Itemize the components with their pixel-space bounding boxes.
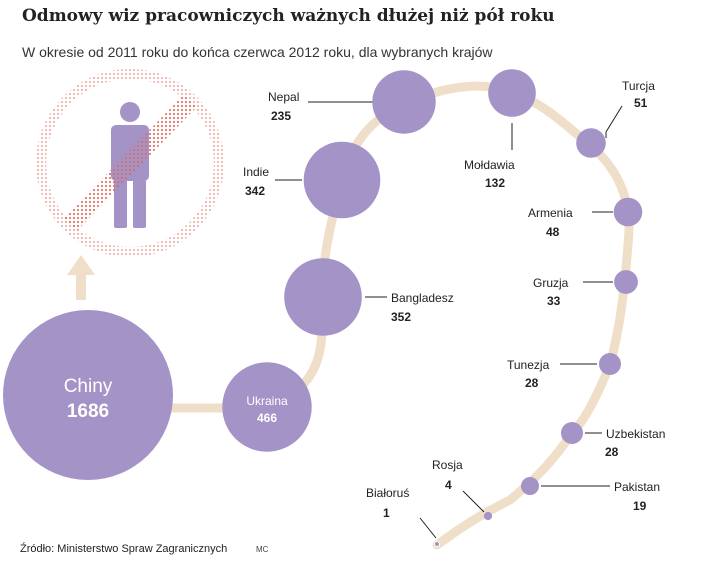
bubble-bialorus [434, 541, 440, 547]
value-armenia: 48 [546, 225, 560, 239]
value-nepal: 235 [271, 109, 291, 123]
chart-title: Odmowy wiz pracowniczych ważnych dłużej … [22, 6, 555, 26]
value-bialorus: 1 [383, 506, 390, 520]
value-chiny: 1686 [67, 401, 109, 422]
label-bangladesz: Bangladesz [391, 291, 454, 305]
label-bialorus: Białoruś [366, 486, 409, 500]
label-turcja: Turcja [622, 79, 655, 93]
bubble-bangladesz [284, 258, 362, 336]
bubble-nepal [372, 70, 436, 134]
labels: Chiny 1686 Ukraina 466 Bangladesz 352 Indie 342… [64, 79, 666, 520]
bubble-indie [303, 141, 381, 219]
value-rosja: 4 [445, 478, 452, 492]
bubble-rosja [483, 511, 493, 521]
leader-lines [275, 101, 623, 539]
value-gruzja: 33 [547, 294, 561, 308]
label-rosja: Rosja [432, 458, 463, 472]
value-bangladesz: 352 [391, 310, 411, 324]
label-armenia: Armenia [528, 206, 573, 220]
author-credit: MC [256, 545, 269, 554]
label-chiny: Chiny [64, 376, 113, 397]
no-person-icon [36, 69, 224, 257]
label-nepal: Nepal [268, 90, 299, 104]
bubble-chiny [3, 310, 173, 480]
bubbles [3, 69, 643, 547]
label-moldawia: Mołdawia [464, 158, 515, 172]
value-uzbekistan: 28 [605, 445, 619, 459]
bubble-ukraina [222, 362, 312, 452]
value-turcja: 51 [634, 96, 648, 110]
label-uzbekistan: Uzbekistan [606, 427, 665, 441]
value-moldawia: 132 [485, 176, 505, 190]
bubble-gruzja [614, 270, 638, 294]
bubble-tunezja [599, 353, 621, 375]
bubble-uzbekistan [561, 422, 583, 444]
source-note: Źródło: Ministerstwo Spraw Zagranicznych [20, 543, 228, 555]
bubble-pakistan [521, 477, 539, 495]
label-gruzja: Gruzja [533, 276, 569, 290]
arrow-up-icon [67, 255, 95, 300]
bubble-turcja [576, 128, 606, 158]
bubble-moldawia [488, 69, 536, 117]
label-indie: Indie [243, 165, 269, 179]
value-ukraina: 466 [257, 411, 277, 425]
value-indie: 342 [245, 184, 265, 198]
bubble-armenia [613, 197, 643, 227]
value-pakistan: 19 [633, 499, 647, 513]
connector-path [163, 81, 634, 550]
label-tunezja: Tunezja [507, 358, 550, 372]
label-pakistan: Pakistan [614, 480, 660, 494]
value-tunezja: 28 [525, 376, 539, 390]
chart-subtitle: W okresie od 2011 roku do końca czerwca … [22, 44, 493, 60]
label-ukraina: Ukraina [246, 394, 288, 408]
